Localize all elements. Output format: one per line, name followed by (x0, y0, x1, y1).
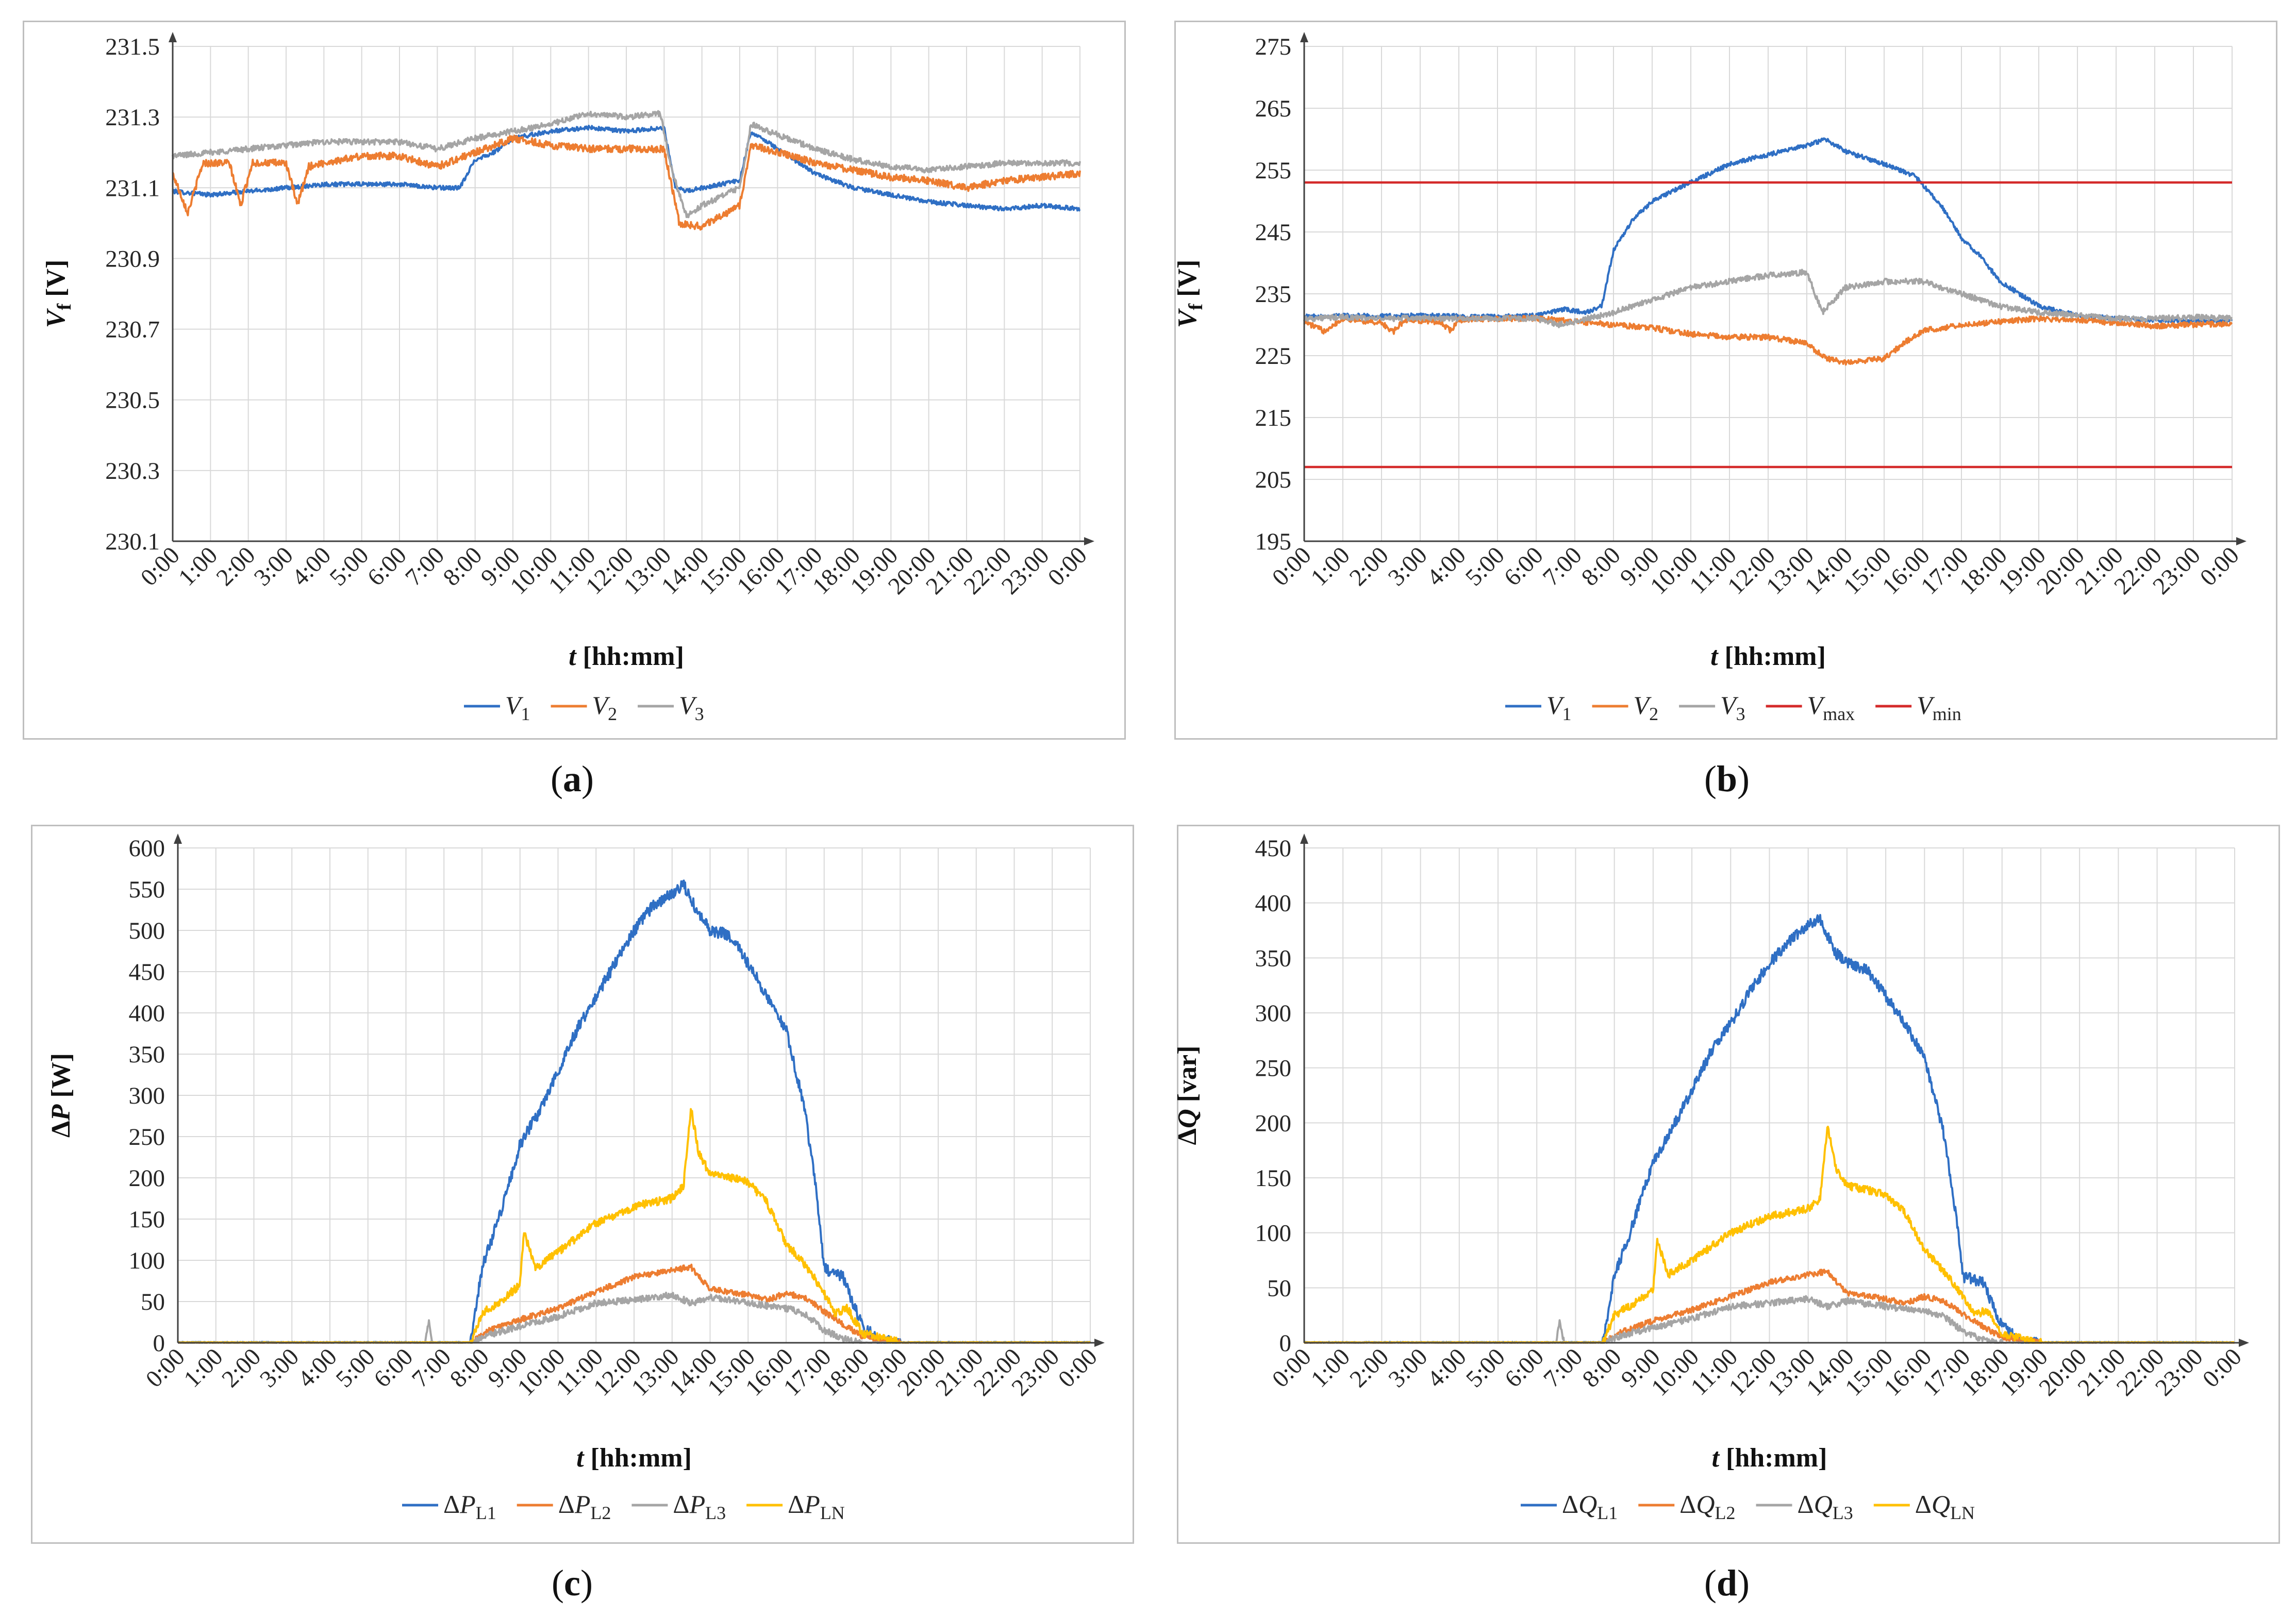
caption-c-letter: c (564, 1562, 580, 1604)
caption-c: (c) (552, 1562, 593, 1604)
caption-a: (a) (551, 758, 594, 799)
chart-panel-c (31, 825, 1134, 1544)
chart-panel-d (1177, 825, 2280, 1544)
chart-panel-b (1174, 21, 2277, 740)
caption-a-letter: a (563, 758, 581, 799)
chart-panel-a (23, 21, 1126, 740)
caption-d-letter: d (1716, 1562, 1738, 1604)
caption-b: (b) (1704, 758, 1750, 799)
caption-d: (d) (1704, 1562, 1750, 1604)
caption-b-letter: b (1716, 758, 1738, 799)
